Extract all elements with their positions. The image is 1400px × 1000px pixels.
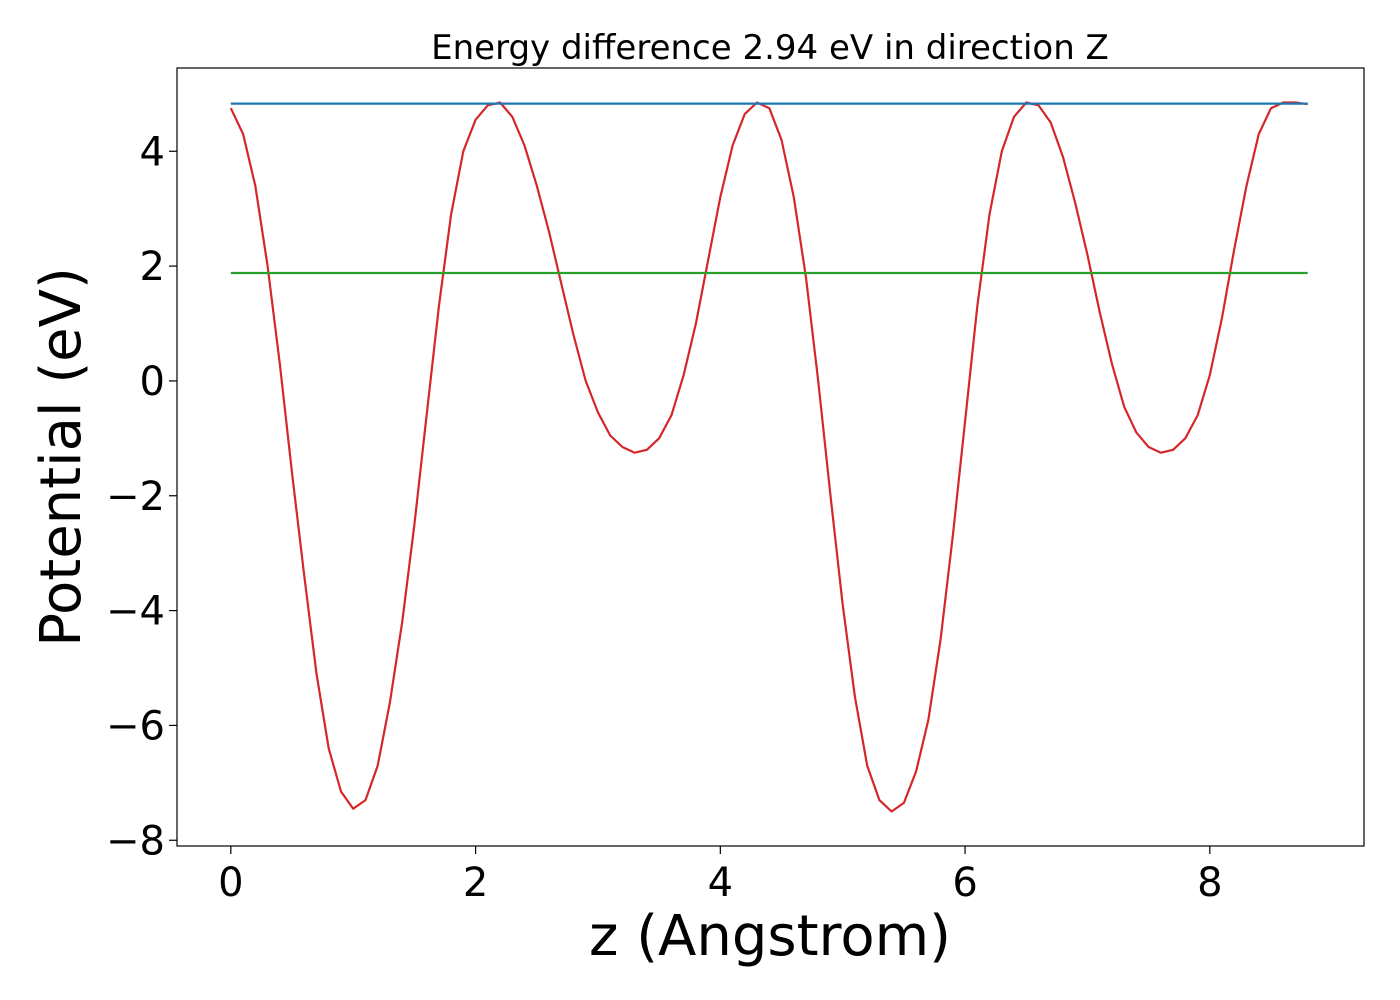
x-axis-title: z (Angstrom): [589, 904, 951, 969]
x-axis: 0 2 4 6 8: [218, 846, 1223, 906]
series-layer: [229, 101, 1308, 813]
x-tick-label: 6: [952, 860, 977, 906]
x-tick-label: 4: [708, 860, 733, 906]
series-line-0: [229, 101, 1308, 813]
plot-frame: [176, 67, 1365, 847]
y-axis-title: Potential (eV): [29, 267, 94, 647]
y-tick-label: −4: [106, 589, 165, 635]
y-tick-label: −6: [106, 703, 165, 749]
y-tick-label: −2: [106, 474, 165, 520]
y-tick-label: −8: [106, 818, 165, 864]
chart-title: Energy difference 2.94 eV in direction Z: [431, 28, 1109, 68]
x-tick-label: 8: [1197, 860, 1222, 906]
x-tick-label: 0: [218, 860, 243, 906]
x-tick-label: 2: [463, 860, 488, 906]
y-axis: −8 −6 −4 −2 0 2 4: [106, 129, 177, 864]
y-tick-label: 4: [140, 129, 165, 175]
y-tick-label: 2: [140, 244, 165, 290]
y-tick-label: 0: [140, 359, 165, 405]
